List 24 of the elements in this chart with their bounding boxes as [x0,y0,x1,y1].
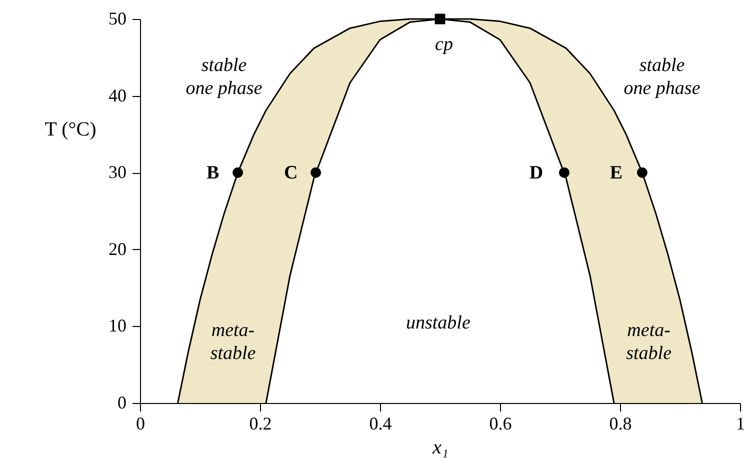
x-tick-label: 0.2 [249,414,272,434]
annotation: B [206,162,220,184]
annotation: C [284,162,298,184]
y-tick-label: 30 [108,162,126,182]
annotation: E [610,162,623,184]
annotation: meta- stable [210,320,256,364]
x-axis-title: x₁ [432,436,448,458]
annotation: unstable [406,312,470,334]
annotation: D [529,162,544,184]
y-tick-label: 10 [108,316,126,336]
x-tick-label: 0 [136,414,145,434]
y-axis-title: T (°C) [44,118,96,140]
x-tick-label: 1 [736,414,745,434]
x-tick-label: 0.4 [369,414,392,434]
y-tick-label: 20 [108,238,126,259]
y-tick-label: 0 [118,392,126,412]
y-tick-label: 40 [108,85,126,106]
annotation: cp [435,34,453,55]
annotation: stable one phase [624,55,700,100]
annotation: stable one phase [186,55,262,100]
x-tick-label: 0.6 [489,414,512,434]
annotation: meta- stable [626,320,672,364]
x-tick-label: 0.8 [609,414,632,434]
y-tick-label: 50 [108,8,126,28]
